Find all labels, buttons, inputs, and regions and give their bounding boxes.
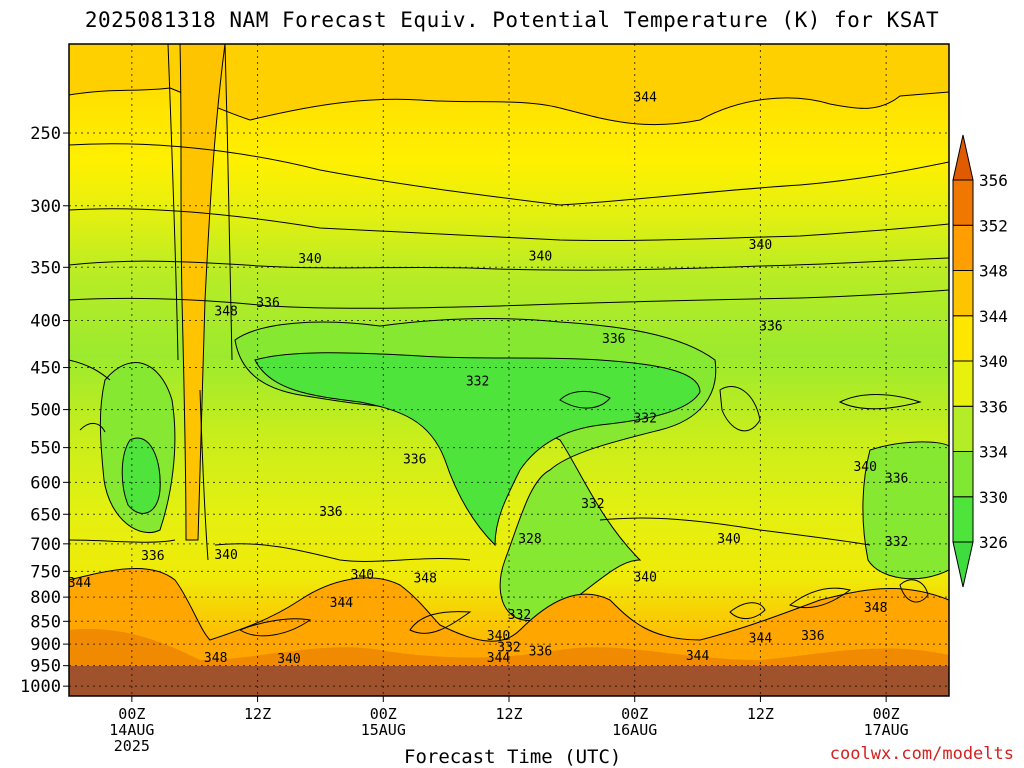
contour-label: 340 xyxy=(277,652,300,667)
contour-label: 340 xyxy=(487,629,510,644)
y-tick-label: 400 xyxy=(30,312,61,332)
colorbar-swatch xyxy=(952,224,974,271)
x-tick-sublabel: 14AUG xyxy=(109,721,154,739)
contour-label: 340 xyxy=(298,252,321,267)
contour-label: 336 xyxy=(801,629,824,644)
contour-label: 336 xyxy=(141,549,164,564)
contour-label: 344 xyxy=(749,631,773,646)
x-tick-label: 00Z xyxy=(873,705,900,723)
contour-label: 348 xyxy=(214,304,237,319)
y-tick-label: 500 xyxy=(30,401,61,421)
contour-label: 328 xyxy=(518,532,541,547)
x-axis-title: Forecast Time (UTC) xyxy=(404,746,622,768)
colorbar-label: 340 xyxy=(979,352,1008,371)
contour-label: 340 xyxy=(853,460,876,475)
contour-label: 344 xyxy=(633,90,657,105)
y-tick-label: 700 xyxy=(30,535,61,555)
y-tick-label: 350 xyxy=(30,258,61,278)
contour-label: 340 xyxy=(633,571,656,586)
contour-label: 344 xyxy=(68,576,92,591)
contour-label: 336 xyxy=(319,505,342,520)
y-axis: 250 300 350 400 450 500 550 600 650 700 750 800 850 9… xyxy=(20,124,69,697)
y-tick-label: 750 xyxy=(30,562,61,582)
credit-link[interactable]: coolwx.com/modelts xyxy=(829,744,1014,764)
y-tick-label: 1000 xyxy=(20,677,61,697)
x-tick-sublabel: 2025 xyxy=(114,737,150,755)
colorbar-label: 352 xyxy=(979,216,1008,235)
contour-label: 336 xyxy=(602,332,625,347)
colorbar-arrow-high xyxy=(952,134,974,181)
colorbar-swatch xyxy=(952,405,974,452)
colorbar-label: 326 xyxy=(979,533,1008,552)
colorbar-label: 348 xyxy=(979,262,1008,281)
colorbar: 326 330 334 336 340 344 348 352 356 xyxy=(952,134,1008,588)
x-tick-label: 12Z xyxy=(495,705,522,723)
colorbar-swatch xyxy=(952,496,974,543)
contour-labels: 344 340 340 340 348 336 336 336 332 332 336 340 336 3… xyxy=(68,90,909,667)
contour-label: 336 xyxy=(256,296,279,311)
colorbar-swatch xyxy=(952,315,974,362)
contour-lines xyxy=(69,44,949,637)
colorbar-swatch xyxy=(952,270,974,317)
colorbar-label: 330 xyxy=(979,488,1008,507)
y-tick-label: 600 xyxy=(30,473,61,493)
grid-lines xyxy=(69,44,949,696)
y-tick-label: 450 xyxy=(30,359,61,379)
contour-label: 348 xyxy=(413,572,436,587)
contour-label: 348 xyxy=(864,601,887,616)
colorbar-swatch xyxy=(952,360,974,407)
right-pocket-green xyxy=(862,441,949,580)
chart-title: 2025081318 NAM Forecast Equiv. Potential… xyxy=(84,8,940,32)
y-tick-label: 300 xyxy=(30,197,61,217)
y-tick-label: 850 xyxy=(30,612,61,632)
colorbar-label: 356 xyxy=(979,171,1008,190)
contour-label: 344 xyxy=(686,649,710,664)
colorbar-label: 336 xyxy=(979,397,1008,416)
contour-label: 336 xyxy=(529,645,552,660)
contour-label: 336 xyxy=(759,320,782,335)
contour-label: 336 xyxy=(403,452,426,467)
y-tick-label: 950 xyxy=(30,657,61,677)
x-tick-label: 12Z xyxy=(747,705,774,723)
contour-label: 344 xyxy=(330,596,354,611)
contour-label: 340 xyxy=(717,532,740,547)
y-tick-label: 900 xyxy=(30,635,61,655)
contour-label: 332 xyxy=(581,497,604,512)
colorbar-arrow-low xyxy=(952,541,974,588)
contour-label: 340 xyxy=(529,250,552,265)
colorbar-swatch xyxy=(952,179,974,226)
y-tick-label: 650 xyxy=(30,505,61,525)
x-tick-sublabel: 15AUG xyxy=(361,721,406,739)
x-tick-label: 00Z xyxy=(621,705,648,723)
core-green xyxy=(254,352,701,547)
x-tick-label: 00Z xyxy=(118,705,145,723)
contour-label: 332 xyxy=(885,535,908,550)
colorbar-label: 334 xyxy=(979,443,1008,462)
x-tick-sublabel: 16AUG xyxy=(612,721,657,739)
contour-label: 340 xyxy=(351,568,374,583)
x-tick-sublabel: 17AUG xyxy=(864,721,909,739)
contour-label: 332 xyxy=(497,640,520,655)
x-tick-label: 12Z xyxy=(244,705,271,723)
colorbar-label: 344 xyxy=(979,307,1008,326)
contour-label: 332 xyxy=(508,608,531,623)
contour-label: 332 xyxy=(466,375,489,390)
contour-label: 332 xyxy=(633,411,656,426)
contour-label: 340 xyxy=(214,548,237,563)
contour-label: 348 xyxy=(204,651,227,666)
y-tick-label: 550 xyxy=(30,439,61,459)
contour-label: 344 xyxy=(487,651,511,666)
contour-label: 336 xyxy=(885,472,908,487)
contour-label: 340 xyxy=(749,238,772,253)
x-tick-label: 00Z xyxy=(370,705,397,723)
y-tick-label: 800 xyxy=(30,588,61,608)
colorbar-swatch xyxy=(952,451,974,498)
y-tick-label: 250 xyxy=(30,124,61,144)
